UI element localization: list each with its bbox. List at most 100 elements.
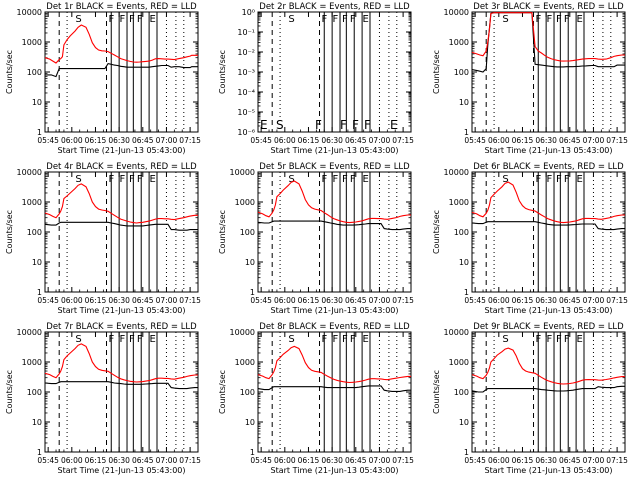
y-tick-label: 10: [245, 258, 255, 267]
marker-label: E: [363, 14, 369, 25]
y-tick-label: 10000: [444, 168, 469, 177]
x-tick-label: 06:15: [85, 456, 107, 465]
x-tick-label: 06:45: [345, 296, 367, 305]
marker-label: S: [288, 174, 294, 185]
marker-label: F: [536, 14, 542, 25]
x-tick-label: 06:00: [61, 456, 83, 465]
plot-frame: [44, 171, 199, 293]
y-tick-label: 10⁻³: [237, 68, 255, 77]
chart-title: Det 4r BLACK = Events, RED = LLD: [46, 162, 197, 172]
bottom-marker-label: E: [260, 118, 268, 132]
y-axis-label: Counts/sec: [432, 50, 441, 94]
x-tick-label: 05:45: [464, 296, 486, 305]
marker-label: F: [536, 174, 542, 185]
y-tick-label: 1000: [449, 198, 469, 207]
y-tick-label: 100: [240, 388, 255, 397]
y-tick-label: 10⁰: [242, 8, 255, 17]
y-tick-label: 10: [32, 418, 42, 427]
plot-frame: [257, 331, 412, 453]
marker-label: F: [333, 334, 339, 345]
x-tick-label: 07:15: [392, 456, 414, 465]
marker-label: F: [137, 334, 143, 345]
lld-series-line: [471, 12, 625, 62]
y-tick-label: 10000: [17, 168, 42, 177]
y-axis-label: Counts/sec: [218, 50, 227, 94]
x-tick-label: 06:45: [559, 296, 581, 305]
marker-label: E: [150, 174, 156, 185]
y-tick-label: 1000: [235, 198, 255, 207]
marker-label: F: [109, 14, 115, 25]
plot-frame: [44, 331, 199, 453]
x-axis-label: Start Time (21-Jun-13 05:43:00): [271, 306, 399, 315]
lld-series-line: [44, 24, 198, 64]
plot-frame: [257, 171, 412, 293]
marker-label: F: [350, 174, 356, 185]
bottom-marker-label: F: [352, 118, 359, 132]
x-tick-label: 06:30: [535, 296, 557, 305]
x-tick-label: 05:45: [464, 456, 486, 465]
x-axis-label: Start Time (21-Jun-13 05:43:00): [58, 466, 186, 475]
events-series-line: [44, 221, 198, 231]
marker-label: F: [342, 174, 348, 185]
y-axis-label: Counts/sec: [5, 210, 14, 254]
x-axis-label: Start Time (21-Jun-13 05:43:00): [58, 306, 186, 315]
x-tick-label: 07:15: [606, 136, 628, 145]
x-tick-label: 06:45: [345, 456, 367, 465]
x-tick-label: 05:45: [250, 136, 272, 145]
x-tick-label: 07:15: [606, 456, 628, 465]
bottom-marker-label: F: [315, 118, 322, 132]
marker-label: F: [547, 334, 553, 345]
y-axis-label: Counts/sec: [218, 370, 227, 414]
y-tick-label: 10⁻⁶: [237, 128, 255, 137]
bottom-marker-label: F: [364, 118, 371, 132]
x-tick-label: 05:45: [464, 136, 486, 145]
events-series-line: [44, 381, 198, 390]
x-axis-label: Start Time (21-Jun-13 05:43:00): [485, 466, 613, 475]
marker-label: S: [502, 334, 508, 345]
chart-title: Det 2r BLACK = Events, RED = LLD: [259, 2, 410, 12]
marker-label: F: [564, 334, 570, 345]
y-tick-label: 1: [464, 288, 469, 297]
y-tick-label: 1: [250, 288, 255, 297]
x-tick-label: 06:15: [298, 136, 320, 145]
lld-series-line: [471, 347, 625, 385]
marker-label: F: [342, 334, 348, 345]
y-tick-label: 10: [459, 258, 469, 267]
y-axis-label: Counts/sec: [5, 50, 14, 94]
x-axis-label: Start Time (21-Jun-13 05:43:00): [485, 146, 613, 155]
x-tick-label: 07:00: [156, 456, 178, 465]
marker-label: E: [577, 334, 583, 345]
y-tick-label: 1000: [235, 358, 255, 367]
marker-label: E: [577, 174, 583, 185]
x-tick-label: 07:00: [583, 296, 605, 305]
x-tick-label: 06:30: [108, 456, 130, 465]
chart-title: Det 3r BLACK = Events, RED = LLD: [473, 2, 624, 12]
marker-label: F: [536, 334, 542, 345]
y-tick-label: 100: [27, 68, 42, 77]
x-tick-label: 07:00: [369, 296, 391, 305]
chart-title: Det 6r BLACK = Events, RED = LLD: [473, 162, 624, 172]
marker-label: F: [547, 174, 553, 185]
y-tick-label: 1: [37, 288, 42, 297]
y-axis-label: Counts/sec: [432, 370, 441, 414]
plot-frame: [471, 331, 626, 453]
y-tick-label: 100: [240, 228, 255, 237]
marker-label: F: [129, 334, 135, 345]
marker-label: E: [150, 334, 156, 345]
x-tick-label: 07:15: [179, 296, 201, 305]
x-tick-label: 06:00: [274, 296, 296, 305]
marker-label: F: [547, 14, 553, 25]
marker-label: F: [350, 334, 356, 345]
plot-frame: [44, 11, 199, 133]
y-tick-label: 10: [32, 258, 42, 267]
x-tick-label: 06:30: [535, 456, 557, 465]
x-tick-label: 06:30: [321, 296, 343, 305]
x-tick-label: 06:15: [512, 456, 534, 465]
marker-label: S: [75, 14, 81, 25]
y-tick-label: 10: [245, 418, 255, 427]
marker-label: F: [120, 14, 126, 25]
